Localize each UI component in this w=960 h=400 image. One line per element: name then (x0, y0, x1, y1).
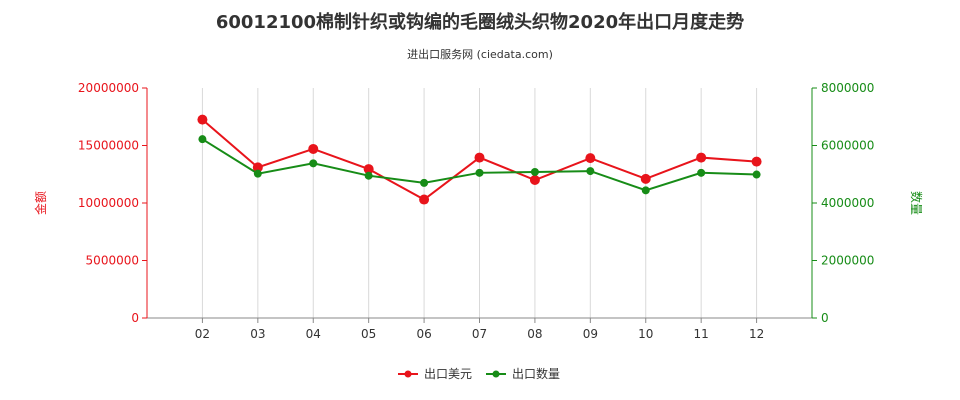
data-point (197, 114, 208, 125)
legend: 出口美元 出口数量 (398, 366, 560, 381)
data-point (697, 168, 706, 177)
x-tick-label: 08 (527, 327, 542, 341)
data-point (308, 143, 319, 154)
y-right-axis-label: 数量 (909, 191, 924, 215)
legend-label: 出口美元 (424, 367, 472, 381)
y-right-tick-label: 0 (821, 311, 829, 325)
data-point (474, 152, 485, 163)
y-right-tick-label: 2000000 (821, 254, 874, 268)
data-point (751, 156, 762, 167)
x-tick-label: 04 (306, 327, 321, 341)
data-point (530, 167, 539, 176)
y-right-tick-label: 6000000 (821, 139, 874, 153)
data-point (253, 169, 262, 178)
data-point (475, 168, 484, 177)
series-layer (197, 114, 762, 205)
y-left-tick-label: 0 (131, 311, 139, 325)
y-left-tick-label: 20000000 (78, 81, 139, 95)
y-left-tick-label: 5000000 (86, 254, 139, 268)
x-tick-label: 10 (638, 327, 653, 341)
data-point (640, 173, 651, 184)
chart-title: 60012100棉制针织或钩编的毛圈绒头织物2020年出口月度走势 (215, 12, 745, 33)
data-point (309, 159, 318, 168)
x-tick-label: 05 (361, 327, 376, 341)
x-tick-label: 09 (583, 327, 598, 341)
data-point (363, 164, 374, 175)
data-point (641, 186, 650, 195)
data-point (752, 170, 761, 179)
grid-lines (201, 88, 813, 318)
legend-label: 出口数量 (512, 366, 560, 381)
legend-marker (404, 370, 412, 378)
x-tick-label: 02 (195, 327, 210, 341)
y-left-tick-label: 10000000 (78, 196, 139, 210)
data-point (252, 162, 263, 173)
axes: 02 03 04 05 06 07 08 09 10 11 12 0 5000000 10000000 15… (33, 81, 924, 341)
x-tick-label: 07 (472, 327, 487, 341)
data-point (696, 152, 707, 163)
y-right-tick-label: 4000000 (821, 196, 874, 210)
data-point (585, 153, 596, 164)
x-tick-label: 11 (694, 327, 709, 341)
y-left-tick-label: 15000000 (78, 139, 139, 153)
data-point (420, 178, 429, 187)
data-point (198, 135, 207, 144)
data-point (586, 167, 595, 176)
x-tick-label: 06 (416, 327, 431, 341)
data-point (364, 171, 373, 180)
legend-marker (492, 370, 500, 378)
data-point (529, 175, 540, 185)
y-left-axis-label: 金额 (33, 191, 48, 215)
data-point (419, 194, 430, 205)
chart-subtitle: 进出口服务网 (ciedata.com) (407, 48, 553, 61)
x-tick-label: 03 (250, 327, 265, 341)
y-right-tick-label: 8000000 (821, 81, 874, 95)
x-tick-label: 12 (749, 327, 764, 341)
